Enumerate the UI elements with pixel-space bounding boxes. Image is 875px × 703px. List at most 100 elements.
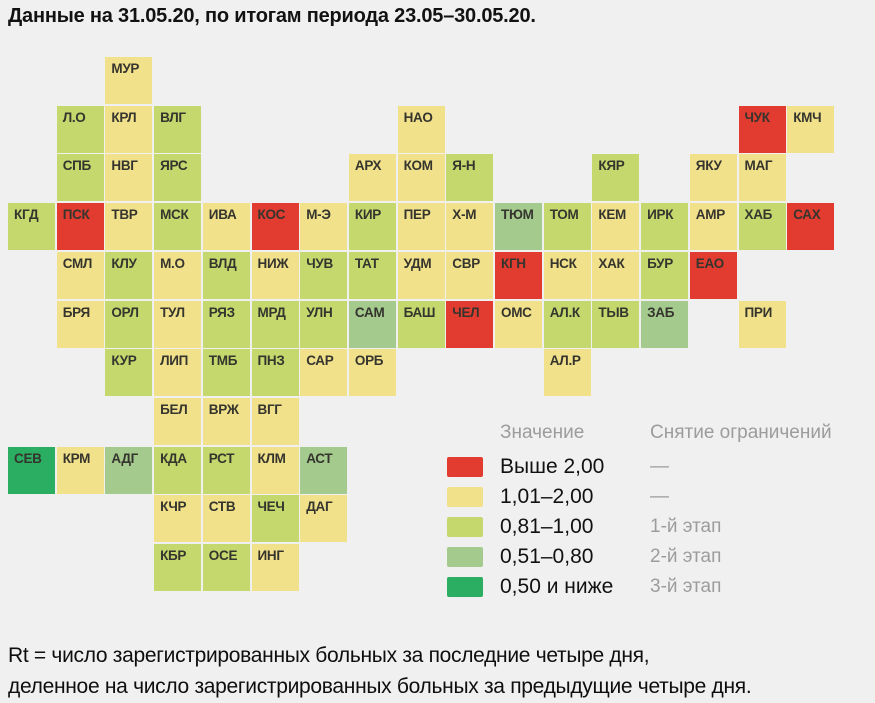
legend-row-red: Выше 2,00 — xyxy=(447,452,832,482)
region-tile-МРД: МРД xyxy=(251,300,299,348)
legend: Значение Снятие ограничений Выше 2,00—1,… xyxy=(447,420,832,602)
region-tile-НСК: НСК xyxy=(543,251,591,299)
region-tile-ЯКУ: ЯКУ xyxy=(689,154,737,202)
region-tile-ВЛД: ВЛД xyxy=(202,251,250,299)
region-tile-КГД: КГД xyxy=(8,203,55,251)
region-tile-КЕМ: КЕМ xyxy=(592,203,640,251)
legend-row-green_dark: 0,50 и ниже 3-й этап xyxy=(447,572,832,602)
region-tile-СВР: СВР xyxy=(446,251,494,299)
region-tile-БУР: БУР xyxy=(641,251,689,299)
region-tile-М-Э: М-Э xyxy=(300,203,348,251)
region-tile-САХ: САХ xyxy=(787,203,835,251)
region-tile-САР: САР xyxy=(300,349,348,397)
region-tile-РСТ: РСТ xyxy=(202,446,250,494)
region-tile-ОРЛ: ОРЛ xyxy=(105,300,153,348)
region-tile-АЛ.Р: АЛ.Р xyxy=(543,349,591,397)
region-tile-СЕВ: СЕВ xyxy=(8,446,55,494)
legend-swatch-green_mid xyxy=(447,547,483,567)
region-tile-НИЖ: НИЖ xyxy=(251,251,299,299)
region-tile-КРМ: КРМ xyxy=(56,446,104,494)
page-title: Данные на 31.05.20, по итогам периода 23… xyxy=(8,5,536,27)
region-tile-АМР: АМР xyxy=(689,203,737,251)
region-tile-АСТ: АСТ xyxy=(300,446,348,494)
footnote-line-1: Rt = число зарегистрированных больных за… xyxy=(8,644,650,667)
region-tile-ИНГ: ИНГ xyxy=(251,544,299,591)
region-tile-СТВ: СТВ xyxy=(202,495,250,543)
legend-header-stage: Снятие ограничений xyxy=(650,422,832,443)
region-tile-АДГ: АДГ xyxy=(105,446,153,494)
legend-stage-label: 1-й этап xyxy=(650,516,722,537)
region-tile-КЧР: КЧР xyxy=(154,495,202,543)
region-tile-ЯРС: ЯРС xyxy=(154,154,202,202)
region-tile-ПНЗ: ПНЗ xyxy=(251,349,299,397)
region-tile-ТВР: ТВР xyxy=(105,203,153,251)
region-tile-ЧУК: ЧУК xyxy=(738,105,786,153)
legend-stage-label: 3-й этап xyxy=(650,576,722,597)
region-tile-ВРЖ: ВРЖ xyxy=(202,397,250,445)
region-tile-ПРИ: ПРИ xyxy=(738,300,786,348)
region-tile-ПСК: ПСК xyxy=(56,203,104,251)
legend-value-label: 0,50 и ниже xyxy=(500,575,614,598)
region-tile-КОМ: КОМ xyxy=(397,154,445,202)
region-tile-БАШ: БАШ xyxy=(397,300,445,348)
region-tile-РЯЗ: РЯЗ xyxy=(202,300,250,348)
legend-stage-label: — xyxy=(650,486,669,507)
region-tile-КУР: КУР xyxy=(105,349,153,397)
region-tile-Я-Н: Я-Н xyxy=(446,154,494,202)
tile-grid: МУР Л.О КРЛ ВЛГ НАО ЧУК КМЧ СПБ НВГ ЯРС АРХ КОМ Я-Н К… xyxy=(8,57,838,595)
region-tile-КОС: КОС xyxy=(251,203,299,251)
region-tile-ОСЕ: ОСЕ xyxy=(202,544,250,591)
region-tile-МСК: МСК xyxy=(154,203,202,251)
region-tile-ВЛГ: ВЛГ xyxy=(154,105,202,153)
region-tile-НАО: НАО xyxy=(397,105,445,153)
legend-row-green_light: 0,81–1,00 1-й этап xyxy=(447,512,832,542)
region-tile-СМЛ: СМЛ xyxy=(56,251,104,299)
region-tile-ЗАБ: ЗАБ xyxy=(641,300,689,348)
region-tile-АРХ: АРХ xyxy=(348,154,396,202)
region-tile-КЛУ: КЛУ xyxy=(105,251,153,299)
legend-stage-label: — xyxy=(650,456,669,477)
region-tile-УДМ: УДМ xyxy=(397,251,445,299)
region-tile-ЕАО: ЕАО xyxy=(689,251,737,299)
region-tile-ТЫВ: ТЫВ xyxy=(592,300,640,348)
region-tile-ЛИП: ЛИП xyxy=(154,349,202,397)
region-tile-ХАБ: ХАБ xyxy=(738,203,786,251)
footnote: Rt = число зарегистрированных больных за… xyxy=(8,640,752,702)
legend-header-row: Значение Снятие ограничений xyxy=(447,420,832,446)
legend-stage-label: 2-й этап xyxy=(650,546,722,567)
region-tile-ЧЕЧ: ЧЕЧ xyxy=(251,495,299,543)
region-tile-ТМБ: ТМБ xyxy=(202,349,250,397)
region-tile-ДАГ: ДАГ xyxy=(300,495,348,543)
region-tile-ОРБ: ОРБ xyxy=(348,349,396,397)
region-tile-БРЯ: БРЯ xyxy=(56,300,104,348)
region-tile-КГН: КГН xyxy=(495,251,542,299)
region-tile-КДА: КДА xyxy=(154,446,202,494)
legend-value-label: 0,51–0,80 xyxy=(500,545,594,568)
region-tile-КМЧ: КМЧ xyxy=(787,105,835,153)
footnote-line-2: деленное на число зарегистрированных бол… xyxy=(8,675,752,698)
region-tile-ТЮМ: ТЮМ xyxy=(495,203,542,251)
legend-value-label: Выше 2,00 xyxy=(500,455,605,478)
region-tile-ХАК: ХАК xyxy=(592,251,640,299)
region-tile-ТАТ: ТАТ xyxy=(348,251,396,299)
region-tile-САМ: САМ xyxy=(348,300,396,348)
region-tile-УЛН: УЛН xyxy=(300,300,348,348)
region-tile-АЛ.К: АЛ.К xyxy=(543,300,591,348)
region-tile-НВГ: НВГ xyxy=(105,154,153,202)
legend-row-green_mid: 0,51–0,80 2-й этап xyxy=(447,542,832,572)
legend-header-value: Значение xyxy=(500,422,585,443)
region-tile-ЧУВ: ЧУВ xyxy=(300,251,348,299)
region-tile-Л.О: Л.О xyxy=(56,105,104,153)
region-tile-ИРК: ИРК xyxy=(641,203,689,251)
region-tile-СПБ: СПБ xyxy=(56,154,104,202)
region-tile-БЕЛ: БЕЛ xyxy=(154,397,202,445)
legend-value-label: 0,81–1,00 xyxy=(500,515,594,538)
region-tile-М.О: М.О xyxy=(154,251,202,299)
region-tile-ПЕР: ПЕР xyxy=(397,203,445,251)
region-tile-КЯР: КЯР xyxy=(592,154,640,202)
region-tile-КБР: КБР xyxy=(154,544,202,591)
legend-swatch-red xyxy=(447,457,483,477)
region-tile-КЛМ: КЛМ xyxy=(251,446,299,494)
region-tile-ИВА: ИВА xyxy=(202,203,250,251)
